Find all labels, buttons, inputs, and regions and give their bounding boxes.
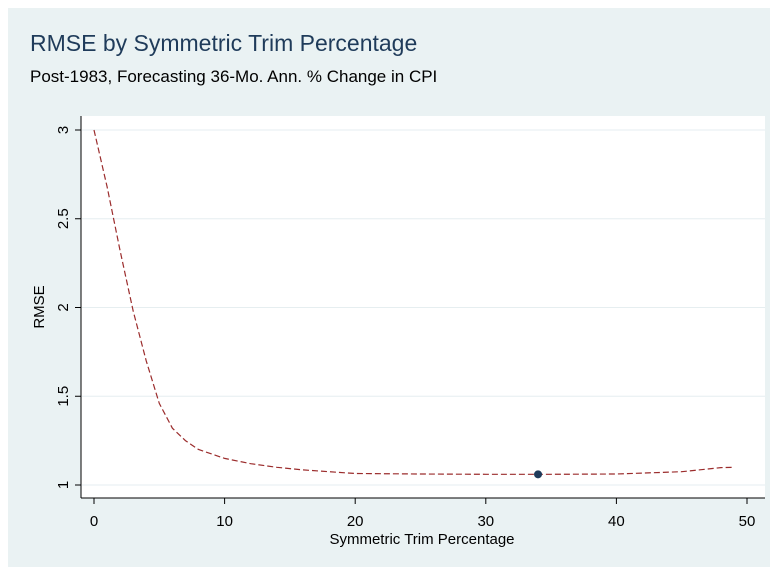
series-line	[93, 129, 734, 475]
x-tick-label: 10	[216, 513, 233, 530]
y-tick-label: 3	[55, 126, 72, 134]
x-tick-label: 40	[608, 513, 625, 530]
x-tick-label: 50	[739, 513, 756, 530]
x-axis-title: Symmetric Trim Percentage	[329, 531, 514, 548]
series-group	[93, 129, 734, 479]
y-tick-label: 1.5	[55, 386, 72, 407]
x-tick-label: 0	[90, 513, 98, 530]
y-tick-label: 1	[55, 481, 72, 489]
chart-title: RMSE by Symmetric Trim Percentage	[30, 30, 418, 56]
minimum-point-marker	[534, 470, 543, 479]
y-tick-label: 2	[55, 303, 72, 311]
x-tick-label: 30	[477, 513, 494, 530]
x-tick-label: 20	[347, 513, 364, 530]
y-tick-label: 2.5	[55, 208, 72, 229]
x-ticks: 0 10 20 30 40 50	[90, 498, 756, 530]
y-axis-title: RMSE	[31, 285, 48, 328]
chart-subtitle: Post-1983, Forecasting 36-Mo. Ann. % Cha…	[30, 67, 438, 86]
grid-lines	[82, 129, 765, 486]
y-ticks: 1 1.5 2 2.5 3	[55, 126, 81, 489]
